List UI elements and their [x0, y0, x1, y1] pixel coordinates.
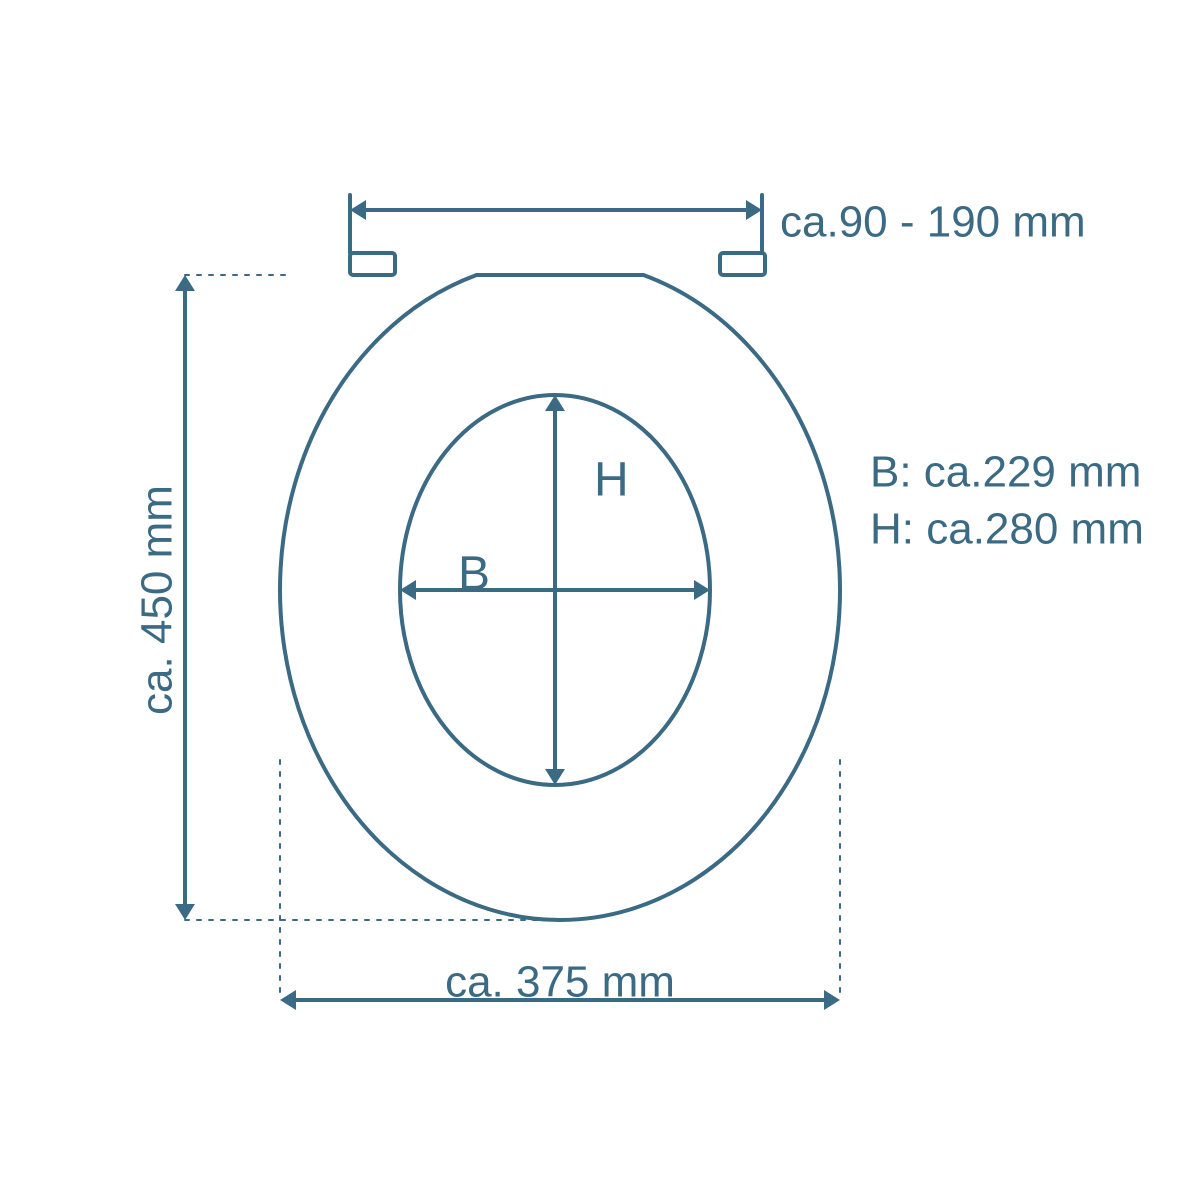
- hinge-right: [720, 253, 765, 275]
- label-B-letter: B: [458, 548, 490, 601]
- dimension-diagram: ca.90 - 190 mm ca. 450 mm ca. 375 mm B H B: c…: [0, 0, 1200, 1200]
- hinge-left: [350, 253, 395, 275]
- label-height: ca. 450 mm: [133, 485, 182, 715]
- label-B-value: B: ca.229 mm: [870, 448, 1141, 497]
- label-H-letter: H: [594, 454, 629, 507]
- label-hinge-span: ca.90 - 190 mm: [780, 198, 1086, 247]
- label-width: ca. 375 mm: [445, 958, 675, 1007]
- seat-outline: [280, 275, 840, 920]
- label-H-value: H: ca.280 mm: [870, 505, 1144, 554]
